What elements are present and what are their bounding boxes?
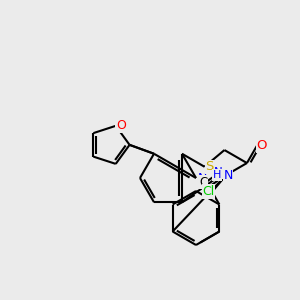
- Text: N: N: [224, 169, 233, 182]
- Text: N: N: [214, 166, 222, 178]
- Text: O: O: [116, 119, 126, 132]
- Text: N: N: [197, 172, 207, 184]
- Text: Cl: Cl: [202, 185, 214, 198]
- Text: H: H: [213, 170, 221, 180]
- Text: S: S: [205, 160, 214, 173]
- Text: C: C: [199, 176, 207, 189]
- Text: O: O: [257, 139, 267, 152]
